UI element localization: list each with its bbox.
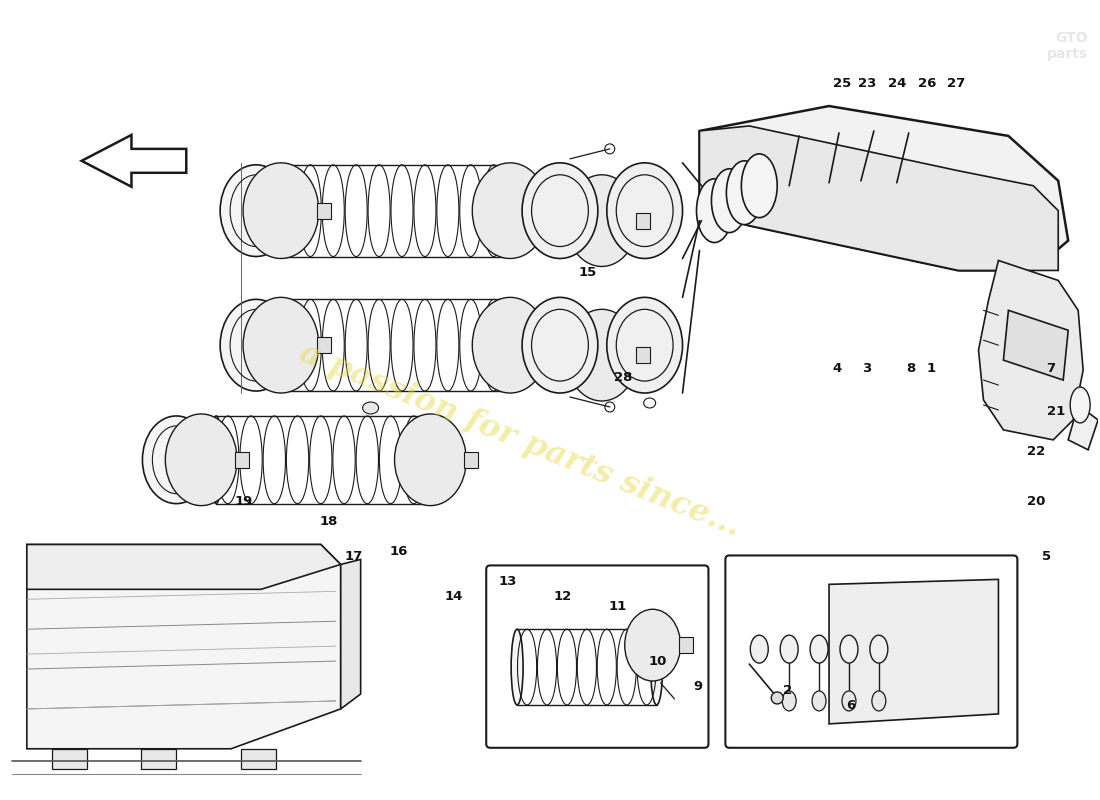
Ellipse shape [872, 691, 886, 711]
Ellipse shape [243, 298, 319, 393]
Ellipse shape [771, 692, 783, 704]
Bar [679, 637, 693, 653]
Ellipse shape [840, 635, 858, 663]
Ellipse shape [780, 635, 799, 663]
Ellipse shape [243, 163, 319, 258]
Ellipse shape [165, 414, 238, 506]
Text: 16: 16 [389, 545, 408, 558]
Text: 1: 1 [926, 362, 935, 374]
Text: 26: 26 [917, 77, 936, 90]
Text: 18: 18 [320, 515, 338, 528]
Ellipse shape [1070, 387, 1090, 423]
Text: 12: 12 [553, 590, 572, 603]
Ellipse shape [607, 163, 682, 258]
Text: 20: 20 [1027, 495, 1045, 508]
Ellipse shape [565, 310, 638, 401]
Text: 11: 11 [608, 600, 627, 613]
Text: 10: 10 [648, 654, 667, 667]
Ellipse shape [726, 161, 762, 225]
Ellipse shape [812, 691, 826, 711]
Text: 27: 27 [947, 77, 966, 90]
Text: GTO
parts: GTO parts [1047, 31, 1088, 62]
Text: 2: 2 [782, 685, 792, 698]
Polygon shape [979, 261, 1084, 440]
Text: 23: 23 [858, 77, 876, 90]
Ellipse shape [499, 165, 512, 257]
Ellipse shape [712, 169, 747, 233]
Ellipse shape [625, 610, 681, 681]
Text: 17: 17 [344, 550, 363, 563]
Ellipse shape [741, 154, 778, 218]
Bar [636, 347, 650, 363]
Ellipse shape [270, 165, 282, 257]
Ellipse shape [565, 174, 638, 266]
Ellipse shape [810, 635, 828, 663]
Ellipse shape [142, 416, 210, 504]
Bar [464, 452, 478, 468]
Ellipse shape [363, 402, 378, 414]
Polygon shape [341, 559, 361, 709]
Polygon shape [700, 126, 1058, 270]
Text: 9: 9 [693, 679, 702, 693]
Bar [546, 202, 560, 218]
Ellipse shape [220, 299, 292, 391]
Bar [241, 749, 276, 769]
Ellipse shape [499, 299, 512, 391]
Text: 21: 21 [1047, 406, 1066, 418]
Ellipse shape [522, 163, 597, 258]
Text: 24: 24 [888, 77, 906, 90]
Text: 4: 4 [833, 362, 842, 374]
Ellipse shape [220, 165, 292, 257]
Ellipse shape [750, 635, 768, 663]
Text: 7: 7 [1046, 362, 1055, 374]
Ellipse shape [522, 298, 597, 393]
Ellipse shape [270, 299, 282, 391]
Ellipse shape [650, 630, 662, 705]
Text: 6: 6 [846, 699, 856, 713]
Text: 28: 28 [614, 370, 631, 383]
Polygon shape [700, 106, 1068, 270]
Text: 8: 8 [906, 362, 915, 374]
FancyBboxPatch shape [486, 566, 708, 748]
Ellipse shape [870, 635, 888, 663]
Text: 14: 14 [444, 590, 462, 603]
Bar [52, 749, 87, 769]
Ellipse shape [472, 298, 548, 393]
Bar [317, 338, 331, 353]
Bar [636, 213, 650, 229]
Text: 3: 3 [862, 362, 871, 374]
Text: 15: 15 [579, 266, 597, 279]
Text: a passion for parts since...: a passion for parts since... [295, 337, 745, 542]
Polygon shape [26, 545, 341, 749]
Ellipse shape [472, 163, 548, 258]
Ellipse shape [419, 416, 431, 504]
Ellipse shape [696, 178, 733, 242]
Text: 25: 25 [833, 77, 851, 90]
Ellipse shape [512, 630, 524, 705]
Polygon shape [26, 545, 341, 590]
Text: 5: 5 [1042, 550, 1050, 563]
Ellipse shape [842, 691, 856, 711]
Polygon shape [1003, 310, 1068, 380]
FancyBboxPatch shape [725, 555, 1018, 748]
Text: 19: 19 [235, 495, 253, 508]
Ellipse shape [782, 691, 796, 711]
Bar [546, 338, 560, 353]
Polygon shape [1068, 405, 1098, 450]
Polygon shape [81, 135, 186, 186]
Bar [317, 202, 331, 218]
Bar [235, 452, 249, 468]
Bar [142, 749, 176, 769]
Ellipse shape [210, 416, 222, 504]
Polygon shape [829, 579, 999, 724]
Text: 13: 13 [499, 575, 517, 588]
Text: 22: 22 [1027, 446, 1045, 458]
Ellipse shape [395, 414, 466, 506]
Ellipse shape [607, 298, 682, 393]
